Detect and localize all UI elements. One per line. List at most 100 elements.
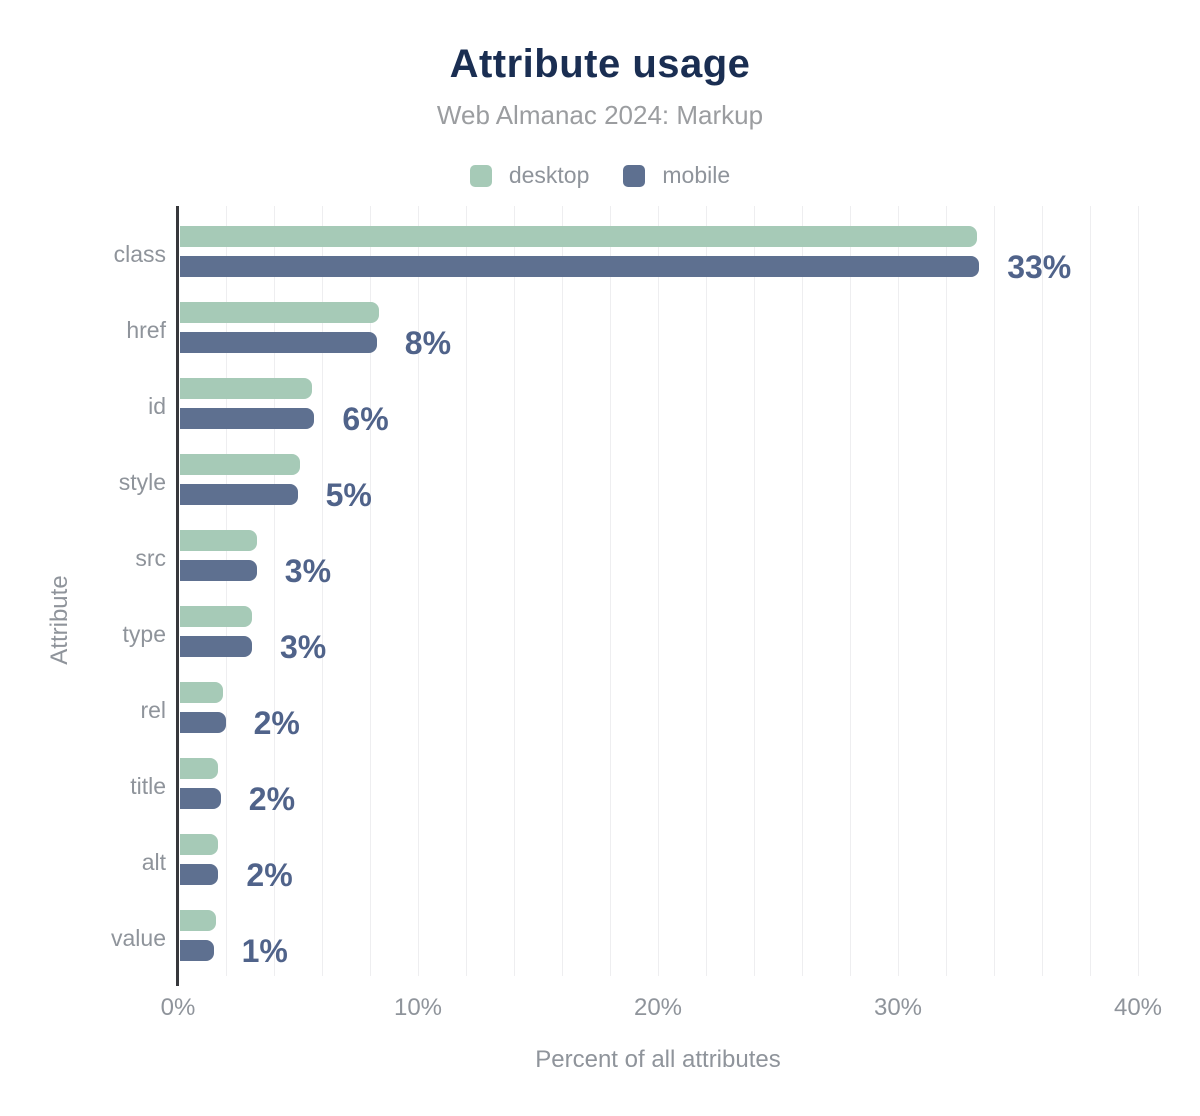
desktop-bar-id — [180, 377, 312, 399]
gridline — [898, 206, 899, 976]
legend-item-mobile[interactable]: mobile — [623, 162, 730, 189]
desktop-bar-type — [180, 605, 252, 627]
legend-label-mobile: mobile — [662, 162, 731, 188]
data-label-type: 3% — [280, 628, 327, 665]
x-axis-title: Percent of all attributes — [535, 1046, 781, 1073]
mobile-bar-rel — [180, 712, 226, 733]
data-label-id: 6% — [342, 400, 389, 437]
gridline — [610, 206, 611, 976]
gridline — [274, 206, 275, 976]
bar-group-rel: 2% — [180, 672, 1190, 748]
mobile-bar-title — [180, 788, 221, 809]
gridline — [1090, 206, 1091, 976]
mobile-bar-style — [180, 484, 298, 505]
gridline — [994, 206, 995, 976]
category-label-style: style — [118, 468, 166, 495]
category-label-class: class — [113, 240, 166, 267]
chart-title: Attribute usage — [449, 42, 751, 86]
gridline — [418, 206, 419, 976]
category-labels: class href id style src type rel title alt value — [0, 216, 166, 976]
mobile-bar-line-alt: 2% — [180, 859, 293, 891]
mobile-bar-value — [180, 940, 214, 961]
category-label-rel: rel — [140, 696, 166, 723]
desktop-bar-title — [180, 757, 219, 779]
mobile-bar-src — [180, 560, 257, 581]
gridline — [754, 206, 755, 976]
plot-area — [178, 206, 1139, 976]
mobile-bar-line-rel: 2% — [180, 707, 300, 739]
mobile-bar-href — [180, 332, 377, 353]
bar-group-class: 33% — [180, 216, 1190, 292]
bar-group-alt: 2% — [180, 824, 1190, 900]
bar-group-src: 3% — [180, 520, 1190, 596]
mobile-bar-id — [180, 408, 315, 429]
bar-group-value: 1% — [180, 900, 1190, 976]
gridline — [850, 206, 851, 976]
category-label-value: value — [111, 924, 166, 951]
gridline — [370, 206, 371, 976]
bar-group-style: 5% — [180, 444, 1190, 520]
data-label-class: 33% — [1007, 248, 1072, 285]
desktop-bar-src — [180, 529, 257, 551]
desktop-bar-style — [180, 453, 300, 475]
legend-item-desktop[interactable]: desktop — [469, 162, 590, 189]
gridline — [562, 206, 563, 976]
data-label-src: 3% — [284, 552, 332, 589]
category-label-title: title — [130, 772, 166, 799]
data-label-style: 5% — [325, 476, 372, 513]
data-label-value: 1% — [241, 932, 288, 969]
gridline — [322, 206, 323, 976]
x-tick-label-30%: 30% — [873, 994, 923, 1021]
mobile-bar-line-id: 6% — [180, 403, 389, 435]
mobile-bar-class — [180, 256, 980, 277]
x-tick-labels: 0% 10% 20% 30% 40% — [0, 994, 1200, 1024]
bar-group-href: 8% — [180, 292, 1190, 368]
desktop-bar-alt — [180, 833, 219, 855]
mobile-bar-alt — [180, 864, 219, 885]
gridline — [658, 206, 659, 976]
gridline — [706, 206, 707, 976]
mobile-bar-line-type: 3% — [180, 631, 326, 663]
category-label-href: href — [126, 316, 166, 343]
bar-group-type: 3% — [180, 596, 1190, 672]
desktop-swatch-icon — [469, 164, 492, 187]
gridline — [946, 206, 947, 976]
x-tick-label-10%: 10% — [393, 994, 443, 1021]
desktop-bar-value — [180, 909, 216, 931]
desktop-bar-class — [180, 225, 977, 247]
gridline — [226, 206, 227, 976]
category-label-src: src — [135, 544, 166, 571]
data-label-alt: 2% — [246, 856, 293, 893]
data-label-href: 8% — [404, 324, 452, 361]
gridline — [514, 206, 515, 976]
gridline — [1138, 206, 1139, 976]
desktop-bar-rel — [180, 681, 224, 703]
category-label-id: id — [148, 392, 166, 419]
data-label-title: 2% — [248, 780, 296, 817]
x-tick-label-40%: 40% — [1113, 994, 1163, 1021]
mobile-bar-line-title: 2% — [180, 783, 295, 815]
legend: desktop mobile — [0, 162, 1200, 189]
chart-subtitle: Web Almanac 2024: Markup — [436, 100, 764, 130]
category-label-type: type — [122, 620, 166, 647]
bar-group-title: 2% — [180, 748, 1190, 824]
bar-group-id: 6% — [180, 368, 1190, 444]
x-tick-label-0%: 0% — [160, 994, 196, 1021]
mobile-bar-line-href: 8% — [180, 327, 451, 359]
mobile-bar-line-class: 33% — [180, 251, 1071, 283]
x-tick-label-20%: 20% — [633, 994, 683, 1021]
mobile-bar-type — [180, 636, 252, 657]
gridline — [466, 206, 467, 976]
mobile-bar-line-style: 5% — [180, 479, 372, 511]
y-axis-title: Attribute — [46, 575, 73, 665]
mobile-swatch-icon — [623, 164, 646, 187]
category-label-alt: alt — [141, 848, 166, 875]
mobile-bar-line-src: 3% — [180, 555, 331, 587]
mobile-bar-line-value: 1% — [180, 935, 288, 967]
gridline — [1042, 206, 1043, 976]
data-label-rel: 2% — [253, 704, 300, 741]
bar-rows: 33% 8% 6% 5% 3% 3% 2% 2% 2% 1% — [180, 216, 1190, 976]
legend-label-desktop: desktop — [508, 162, 590, 188]
gridline — [802, 206, 803, 976]
